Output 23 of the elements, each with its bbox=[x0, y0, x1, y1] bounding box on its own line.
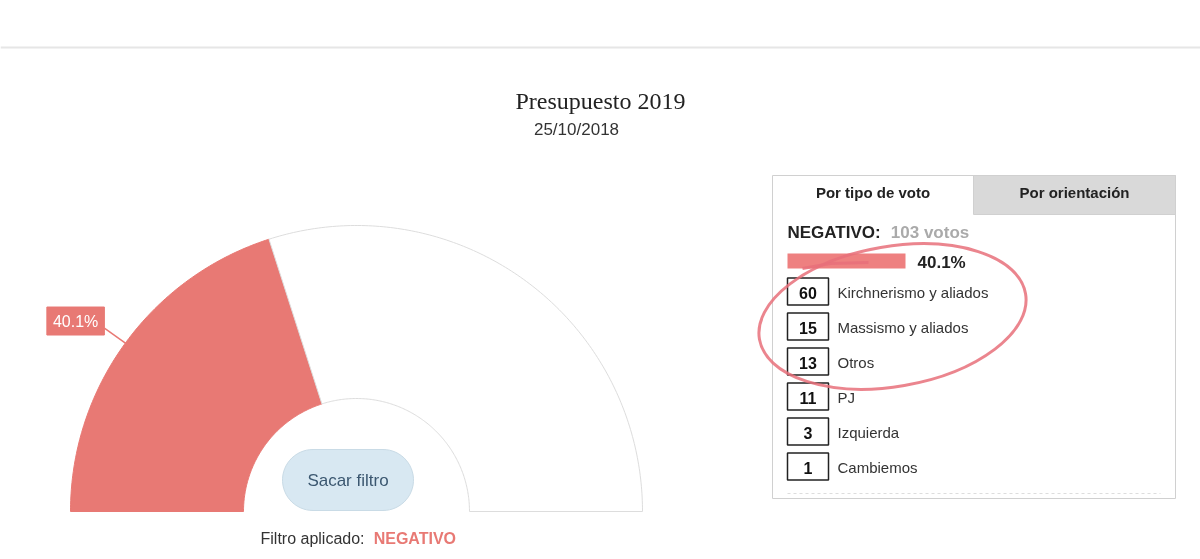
text: Por tipo de voto bbox=[815, 184, 931, 201]
text: Filtro aplicado: bbox=[260, 530, 365, 547]
category-label: Otros bbox=[837, 354, 875, 371]
category-label: Kirchnerismo y aliados bbox=[837, 284, 989, 301]
chart-title: NEGATIVO: bbox=[787, 223, 881, 242]
data-label: 1 bbox=[803, 459, 813, 477]
text: NEGATIVO bbox=[373, 530, 457, 547]
category-label: PJ bbox=[837, 389, 856, 406]
chart-title: Presupuesto 2019 bbox=[515, 87, 686, 114]
text: Por orientación bbox=[1019, 184, 1130, 201]
data-label: 60 bbox=[799, 284, 817, 302]
data-label: 40.1% bbox=[917, 252, 966, 272]
category-label: Izquierda bbox=[837, 424, 900, 441]
text: Sacar filtro bbox=[307, 470, 389, 490]
data-label: 3 bbox=[803, 424, 813, 442]
data-label: 11 bbox=[799, 389, 817, 407]
data-label: 40.1% bbox=[52, 312, 99, 330]
chart-subtitle: 25/10/2018 bbox=[533, 120, 620, 139]
category-label: Cambiemos bbox=[837, 459, 918, 476]
data-label: 15 bbox=[799, 319, 817, 337]
data-label: 13 bbox=[799, 354, 817, 372]
chart-subtitle: 103 votos bbox=[890, 223, 970, 242]
category-label: Massismo y aliados bbox=[837, 319, 969, 336]
